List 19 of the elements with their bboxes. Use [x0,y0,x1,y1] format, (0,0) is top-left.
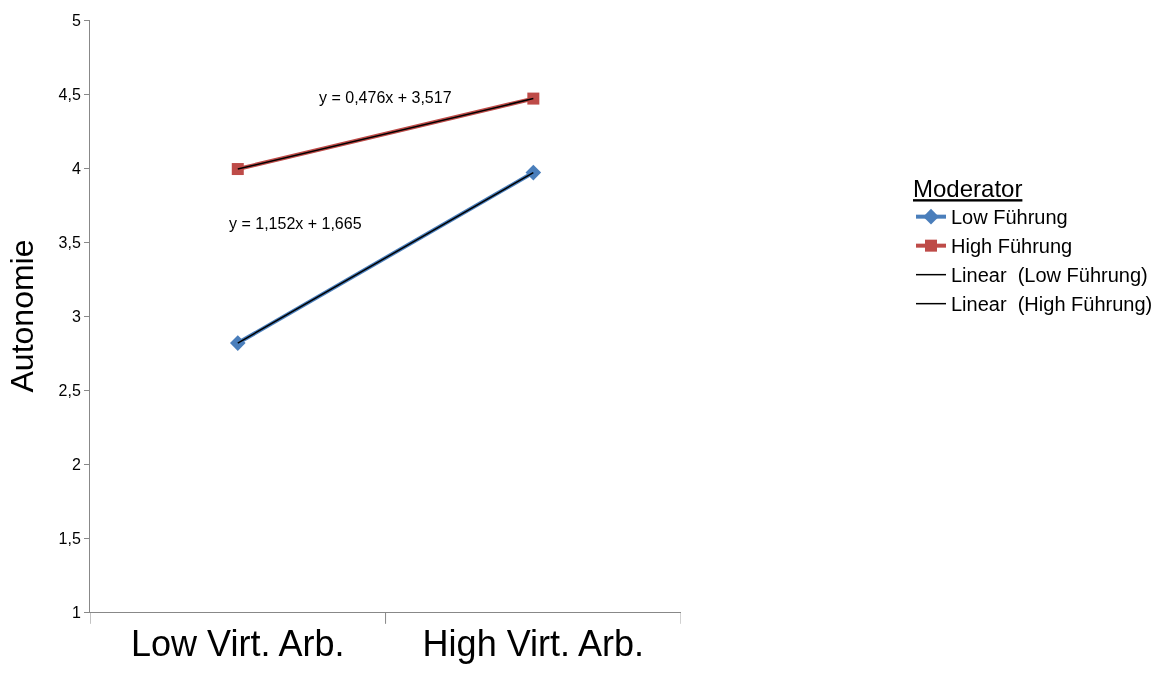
y-tick-label: 4 [71,159,81,177]
legend-title: Moderator [913,175,1023,203]
x-tick-label: High Virt. Arb. [422,623,645,665]
annotation: y = 0,476x + 3,517 [319,89,452,106]
x-tick-label: Low Virt. Arb. [131,623,345,665]
legend-label: Low Führung [951,206,1068,229]
legend-label: Linear (High Führung) [951,293,1153,316]
legend-label: Linear (Low Führung) [951,264,1148,287]
y-tick-label: 4,5 [58,85,81,103]
y-tick-label: 5 [71,11,81,29]
y-tick-label: 2 [71,455,81,473]
annotation: y = 1,152x + 1,665 [229,215,362,232]
y-axis-title: Autonomie [3,239,40,393]
y-tick-label: 2,5 [58,381,81,399]
legend-label: High Führung [951,235,1073,258]
y-tick-label: 1 [71,603,81,621]
y-tick-label: 3 [71,307,81,325]
y-tick-label: 3,5 [58,233,81,251]
y-tick-label: 1,5 [58,529,81,547]
